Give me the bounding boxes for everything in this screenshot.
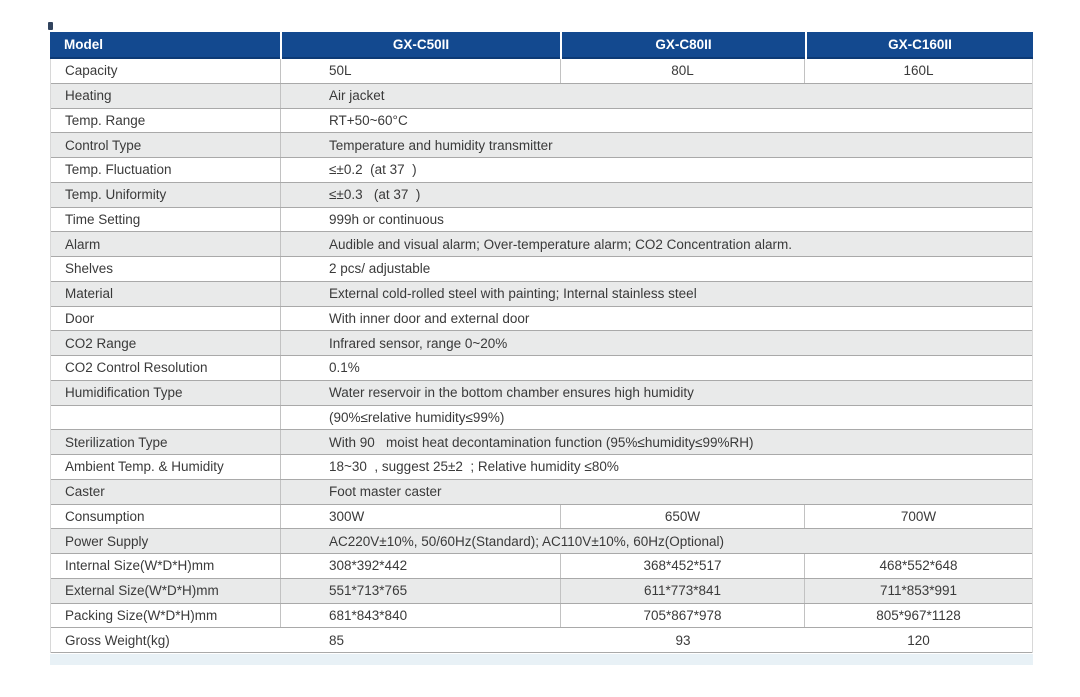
row-value-c80: 650W (561, 504, 805, 529)
header-model-gx-c160ii: GX-C160II (807, 32, 1033, 59)
spec-row-capacity: Capacity 50L 80L 160L (51, 59, 1032, 84)
row-label: Sterilization Type (51, 430, 281, 454)
row-value-c50: 681*843*840 (281, 603, 561, 628)
row-value-c50: 551*713*765 (281, 578, 561, 603)
row-label: Heating (51, 83, 281, 108)
spec-row-packing-size: Packing Size(W*D*H)mm 681*843*840 705*86… (51, 603, 1032, 629)
artifact-mark (48, 22, 53, 30)
spec-row-humidification-type: Humidification Type Water reservoir in t… (51, 380, 1032, 406)
row-label: Internal Size(W*D*H)mm (51, 554, 281, 578)
row-value: 999h or continuous (329, 211, 444, 227)
row-value-c50: 308*392*442 (281, 554, 561, 578)
spec-row-humidification-continued: (90%≤relative humidity≤99%) (51, 405, 1032, 431)
row-value: ≤±0.3 (at 37 ) (329, 187, 421, 203)
spec-row-time-setting: Time Setting 999h or continuous (51, 207, 1032, 233)
spec-row-temp-range: Temp. Range RT+50~60°C (51, 108, 1032, 134)
spec-row-external-size: External Size(W*D*H)mm 551*713*765 611*7… (51, 578, 1032, 604)
row-value: 0.1% (329, 360, 360, 376)
row-value-c80: 611*773*841 (561, 578, 805, 603)
row-value: External cold-rolled steel with painting… (329, 286, 697, 302)
row-label: Caster (51, 479, 281, 504)
row-value: 18~30 , suggest 25±2 ; Relative humidity… (329, 459, 619, 475)
row-label: Temp. Range (51, 108, 281, 133)
spec-table: Model GX-C50II GX-C80II GX-C160II Capaci… (50, 32, 1033, 665)
row-value: AC220V±10%, 50/60Hz(Standard); AC110V±10… (329, 533, 725, 549)
spec-row-ambient-temp-humidity: Ambient Temp. & Humidity 18~30 , suggest… (51, 455, 1032, 480)
row-value-c80: 93 (675, 632, 691, 648)
row-value-c160: 805*967*1128 (876, 607, 961, 623)
spec-row-temp-fluctuation: Temp. Fluctuation ≤±0.2 (at 37 ) (51, 158, 1032, 183)
row-label: Power Supply (51, 529, 281, 553)
row-label: Shelves (51, 257, 281, 281)
row-label: Humidification Type (51, 380, 281, 405)
spec-row-temp-uniformity: Temp. Uniformity ≤±0.3 (at 37 ) (51, 182, 1032, 208)
table-header-row: Model GX-C50II GX-C80II GX-C160II (50, 32, 1033, 59)
row-value-c80: 368*452*517 (561, 554, 805, 578)
row-value: Temperature and humidity transmitter (329, 137, 553, 153)
row-value: With inner door and external door (329, 310, 530, 326)
spec-row-shelves: Shelves 2 pcs/ adjustable (51, 257, 1032, 282)
spec-row-caster: Caster Foot master caster (51, 479, 1032, 505)
spec-row-co2-range: CO2 Range Infrared sensor, range 0~20% (51, 331, 1032, 356)
row-value-c160: 700W (900, 508, 937, 524)
row-label: CO2 Control Resolution (51, 356, 281, 380)
row-value: Audible and visual alarm; Over-temperatu… (329, 236, 792, 252)
row-value-c160: 711*853*991 (879, 583, 958, 599)
row-label: External Size(W*D*H)mm (51, 578, 281, 603)
row-label: Ambient Temp. & Humidity (51, 455, 281, 479)
row-value: Air jacket (329, 88, 385, 104)
row-value-c50: 85 (329, 632, 345, 648)
row-label: Temp. Fluctuation (51, 158, 281, 182)
spec-row-control-type: Control Type Temperature and humidity tr… (51, 133, 1032, 158)
row-value-c160: 160L (903, 63, 934, 79)
row-label: Time Setting (51, 207, 281, 232)
row-label: Temp. Uniformity (51, 182, 281, 207)
table-bottom-band (50, 654, 1033, 665)
row-value: With 90 moist heat decontamination funct… (329, 434, 754, 450)
row-label: Consumption (51, 504, 281, 529)
row-label: CO2 Range (51, 331, 281, 355)
spec-row-door: Door With inner door and external door (51, 306, 1032, 332)
spec-row-gross-weight: Gross Weight(kg) 85 93 120 (51, 628, 1032, 653)
row-label: Packing Size(W*D*H)mm (51, 603, 281, 628)
row-value-c160: 120 (907, 632, 930, 648)
row-label: Gross Weight(kg) (65, 632, 170, 648)
row-value-c80: 80L (561, 59, 805, 83)
row-value: Water reservoir in the bottom chamber en… (329, 385, 694, 401)
spec-row-alarm: Alarm Audible and visual alarm; Over-tem… (51, 232, 1032, 257)
row-label: Alarm (51, 232, 281, 256)
header-model-gx-c50ii: GX-C50II (282, 32, 560, 59)
row-value: Infrared sensor, range 0~20% (329, 335, 508, 351)
row-value-c80: 705*867*978 (561, 603, 805, 628)
header-model-gx-c80ii: GX-C80II (562, 32, 805, 59)
header-model-label: Model (50, 32, 280, 59)
row-value-c50: 300W (281, 504, 561, 529)
spec-row-sterilization-type: Sterilization Type With 90 moist heat de… (51, 430, 1032, 455)
row-value: (90%≤relative humidity≤99%) (329, 409, 505, 425)
row-label: Capacity (51, 59, 281, 83)
row-label: Door (51, 306, 281, 331)
spec-row-consumption: Consumption 300W 650W 700W (51, 504, 1032, 530)
row-value: ≤±0.2 (at 37 ) (329, 162, 417, 178)
row-label (51, 405, 281, 430)
spec-row-material: Material External cold-rolled steel with… (51, 281, 1032, 307)
row-label: Control Type (51, 133, 281, 157)
row-label: Material (51, 281, 281, 306)
spec-row-power-supply: Power Supply AC220V±10%, 50/60Hz(Standar… (51, 529, 1032, 554)
row-value-c50: 50L (281, 59, 561, 83)
spec-row-co2-control-resolution: CO2 Control Resolution 0.1% (51, 356, 1032, 381)
row-value-c160: 468*552*648 (879, 558, 958, 574)
row-value: Foot master caster (329, 484, 442, 500)
row-value: 2 pcs/ adjustable (329, 261, 431, 277)
spec-row-internal-size: Internal Size(W*D*H)mm 308*392*442 368*4… (51, 554, 1032, 579)
table-body: Capacity 50L 80L 160L Heating Air jacket… (50, 59, 1033, 653)
row-value: RT+50~60°C (329, 112, 408, 128)
spec-row-heating: Heating Air jacket (51, 83, 1032, 109)
